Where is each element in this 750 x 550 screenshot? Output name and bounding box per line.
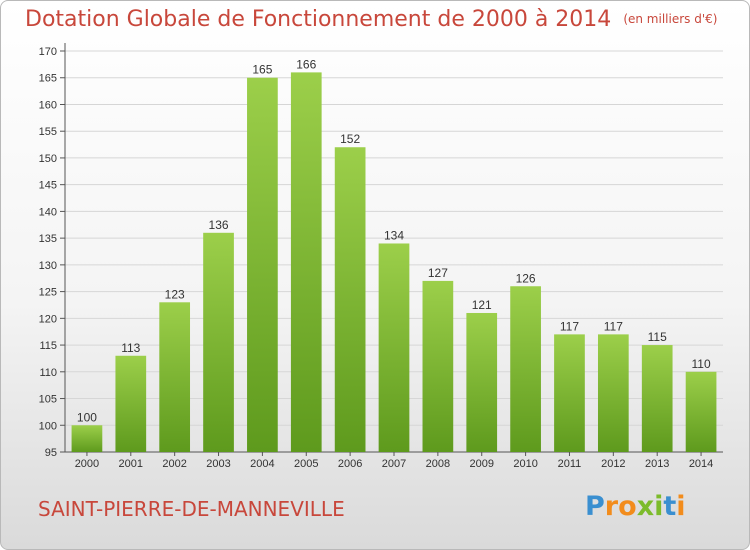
bar-value-label: 121 <box>472 298 492 312</box>
y-tick-label: 120 <box>39 313 57 325</box>
bar <box>510 286 541 452</box>
bar <box>378 243 410 452</box>
logo-letter: t <box>663 491 677 522</box>
bar-value-label: 165 <box>252 63 272 77</box>
logo-letter: i <box>676 491 686 522</box>
title-text: Dotation Globale de Fonctionnement de 20… <box>25 7 612 32</box>
x-tick-label: 2011 <box>558 458 582 470</box>
bar-value-label: 100 <box>77 410 97 424</box>
x-tick-label: 2014 <box>689 458 713 470</box>
commune-name: SAINT-PIERRE-DE-MANNEVILLE <box>38 497 345 521</box>
y-tick-label: 160 <box>39 99 57 111</box>
bar <box>334 147 366 453</box>
y-tick-label: 115 <box>39 340 57 352</box>
y-tick-label: 105 <box>39 394 57 406</box>
bar <box>422 280 454 452</box>
x-tick-label: 2013 <box>645 458 669 470</box>
x-tick-label: 2001 <box>119 458 143 470</box>
y-tick-label: 165 <box>39 73 57 85</box>
logo-letter: x <box>636 491 655 522</box>
x-tick-label: 2002 <box>162 458 186 470</box>
x-tick-label: 2006 <box>338 458 362 470</box>
y-tick-label: 145 <box>39 180 57 192</box>
x-tick-label: 2000 <box>75 458 99 470</box>
y-tick-label: 155 <box>39 126 57 138</box>
bar-value-label: 113 <box>121 341 140 355</box>
bar-value-label: 126 <box>516 271 536 285</box>
bar-value-label: 123 <box>165 287 185 301</box>
labels: 95 100 105 110 115 120 125 130 135 140 145 150 155 16… <box>39 46 714 470</box>
bar-value-label: 110 <box>691 357 710 371</box>
y-tick-label: 140 <box>39 206 57 218</box>
x-tick-label: 2009 <box>469 458 493 470</box>
bar <box>290 72 322 453</box>
x-tick-label: 2003 <box>206 458 230 470</box>
bar <box>466 312 498 452</box>
bar <box>159 302 191 452</box>
x-tick-label: 2007 <box>382 458 406 470</box>
logo-letter: i <box>654 491 664 522</box>
y-tick-label: 170 <box>39 46 57 58</box>
bar <box>641 345 673 452</box>
x-tick-label: 2010 <box>513 458 537 470</box>
bar-value-label: 152 <box>340 132 360 146</box>
bar-value-label: 117 <box>604 319 623 333</box>
bar-value-label: 127 <box>428 266 448 280</box>
bar <box>247 77 278 452</box>
y-tick-label: 135 <box>39 233 57 245</box>
y-tick-label: 125 <box>39 287 57 299</box>
bar <box>115 355 147 452</box>
y-tick-label: 95 <box>45 447 57 459</box>
chart-title: Dotation Globale de Fonctionnement de 20… <box>25 7 717 32</box>
y-tick-label: 100 <box>39 420 57 432</box>
bar-value-label: 134 <box>384 228 404 242</box>
bar <box>685 371 717 452</box>
y-tick-label: 150 <box>39 153 57 165</box>
bars <box>71 72 717 453</box>
x-tick-label: 2008 <box>426 458 450 470</box>
bar-value-label: 136 <box>209 218 229 232</box>
bar <box>71 425 103 452</box>
logo-letter: o <box>618 491 637 522</box>
bar-value-label: 166 <box>296 57 316 71</box>
proxiti-logo: Proxiti <box>585 491 686 522</box>
bar-value-label: 115 <box>648 330 667 344</box>
y-tick-label: 130 <box>39 260 57 272</box>
bar <box>554 334 585 452</box>
logo-letter: P <box>585 491 605 522</box>
unit-label: (en milliers d'€) <box>623 12 718 26</box>
bar <box>597 334 629 452</box>
x-tick-label: 2004 <box>250 458 274 470</box>
x-tick-label: 2012 <box>601 458 625 470</box>
x-tick-label: 2005 <box>294 458 318 470</box>
bar <box>203 232 234 452</box>
logo-letter: r <box>604 491 619 522</box>
y-tick-label: 110 <box>39 367 57 379</box>
bar-value-label: 117 <box>560 319 579 333</box>
